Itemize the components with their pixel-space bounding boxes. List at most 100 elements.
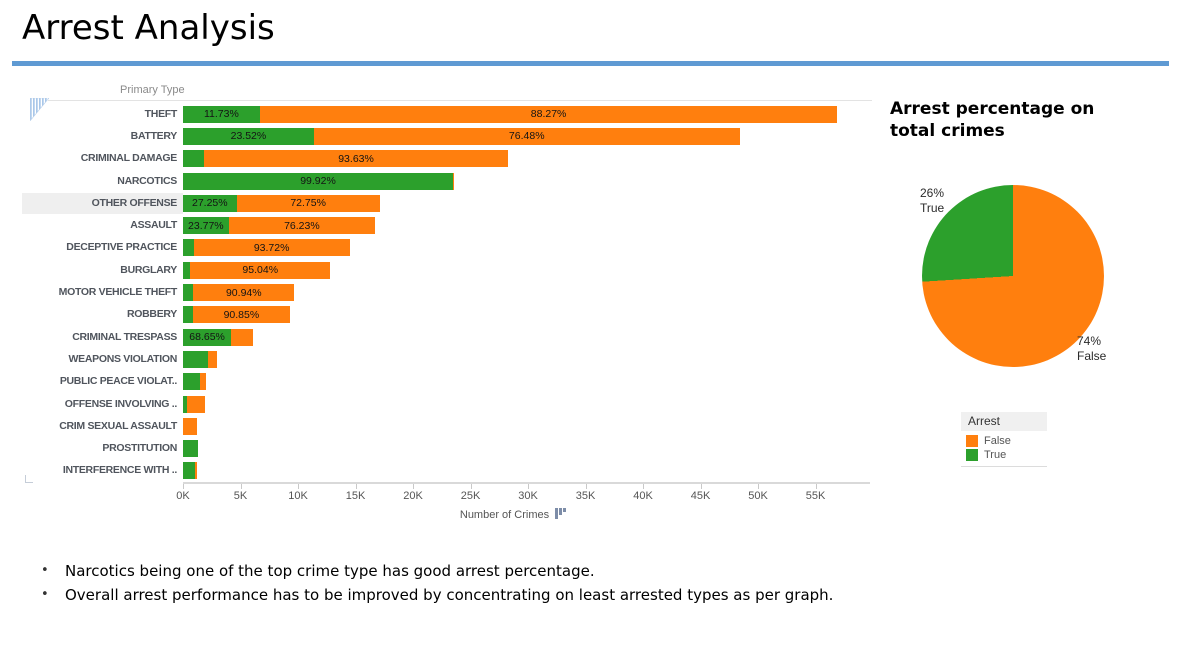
segment-arrest-true[interactable] — [183, 462, 195, 480]
chart-top-border — [48, 100, 872, 101]
category-label[interactable]: PROSTITUTION — [102, 442, 177, 455]
bar-rows: THEFT 11.73% 88.27% BATTERY 23.52% 76.48% CRIM… — [22, 103, 878, 482]
bar-row: PUBLIC PEACE VIOLAT.. — [22, 371, 878, 393]
pie-false-name: False — [1077, 349, 1107, 363]
stacked-bar[interactable]: 90.94% — [183, 284, 295, 302]
category-label[interactable]: NARCOTICS — [117, 174, 177, 187]
category-label[interactable]: ROBBERY — [126, 308, 177, 321]
bar-row: OTHER OFFENSE 27.25% 72.75% — [22, 192, 878, 214]
segment-arrest-false[interactable]: 93.63% — [203, 150, 509, 168]
bar-row: ROBBERY 90.85% — [22, 304, 878, 326]
bar-row: BURGLARY 95.04% — [22, 259, 878, 281]
segment-arrest-false[interactable] — [207, 350, 218, 368]
stacked-bar[interactable]: 93.72% — [183, 239, 350, 257]
segment-arrest-false[interactable] — [183, 417, 197, 435]
segment-arrest-true[interactable]: 23.52% — [183, 127, 314, 145]
stacked-bar[interactable]: 90.85% — [183, 306, 290, 324]
segment-arrest-true[interactable]: 68.65% — [183, 328, 232, 346]
category-label[interactable]: CRIM SEXUAL ASSAULT — [59, 419, 177, 432]
note-bullet: Narcotics being one of the top crime typ… — [38, 562, 833, 580]
category-label[interactable]: PUBLIC PEACE VIOLAT.. — [59, 375, 177, 388]
stacked-bar[interactable] — [183, 395, 205, 413]
category-label[interactable]: THEFT — [144, 107, 178, 120]
stacked-bar[interactable]: 68.65% — [183, 328, 254, 346]
stacked-bar[interactable]: 23.52% 76.48% — [183, 127, 740, 145]
category-label[interactable]: WEAPONS VIOLATION — [68, 352, 178, 365]
segment-arrest-true[interactable] — [183, 239, 194, 257]
stacked-bar[interactable] — [183, 350, 218, 368]
segment-arrest-true[interactable]: 11.73% — [183, 105, 260, 123]
category-label[interactable]: BATTERY — [130, 129, 178, 142]
segment-arrest-true[interactable] — [183, 150, 204, 168]
category-label[interactable]: CRIMINAL TRESPASS — [72, 330, 177, 343]
category-label[interactable]: CRIMINAL DAMAGE — [80, 152, 178, 165]
x-axis-line — [183, 482, 870, 484]
axis-tick-label: 45K — [690, 490, 711, 502]
bar-row: CRIMINAL DAMAGE 93.63% — [22, 148, 878, 170]
axis-tick — [643, 484, 644, 489]
bar-row: CRIMINAL TRESPASS 68.65% — [22, 326, 878, 348]
segment-arrest-true[interactable] — [183, 284, 194, 302]
category-label[interactable]: INTERFERENCE WITH .. — [62, 464, 177, 477]
segment-arrest-false[interactable] — [231, 328, 254, 346]
axis-tick-label: 0K — [176, 490, 190, 502]
segment-arrest-false[interactable] — [186, 395, 205, 413]
segment-arrest-false[interactable]: 76.23% — [228, 217, 376, 235]
segment-arrest-false[interactable]: 90.94% — [193, 284, 295, 302]
segment-arrest-false[interactable]: 88.27% — [259, 105, 838, 123]
bar-row: MOTOR VEHICLE THEFT 90.94% — [22, 281, 878, 303]
category-label[interactable]: DECEPTIVE PRACTICE — [66, 241, 177, 254]
category-label[interactable]: BURGLARY — [120, 263, 177, 276]
drag-handle-icon[interactable] — [29, 97, 50, 122]
segment-arrest-true[interactable] — [183, 373, 200, 391]
stacked-bar[interactable]: 11.73% 88.27% — [183, 105, 838, 123]
stacked-bar[interactable]: 95.04% — [183, 261, 331, 279]
axis-tick — [585, 484, 587, 489]
sort-descending-icon[interactable] — [555, 508, 567, 522]
category-label[interactable]: MOTOR VEHICLE THEFT — [58, 286, 178, 299]
stacked-bar[interactable]: 99.92% — [183, 172, 454, 190]
column-header: Primary Type — [120, 84, 185, 96]
segment-arrest-true[interactable]: 23.77% — [183, 217, 229, 235]
axis-tick — [183, 484, 184, 489]
stacked-bar[interactable]: 93.63% — [183, 150, 509, 168]
axis-tick — [528, 484, 529, 489]
stacked-bar[interactable] — [183, 373, 206, 391]
pie-chart[interactable] — [922, 185, 1104, 367]
segment-arrest-true[interactable]: 27.25% — [183, 194, 237, 212]
stacked-bar[interactable] — [183, 440, 198, 458]
segment-arrest-true[interactable] — [183, 306, 193, 324]
segment-arrest-true[interactable] — [183, 350, 208, 368]
segment-arrest-true[interactable] — [183, 395, 187, 413]
segment-arrest-false[interactable]: 93.72% — [193, 239, 350, 257]
stacked-bar[interactable]: 23.77% 76.23% — [183, 217, 376, 235]
stacked-bar[interactable] — [183, 417, 197, 435]
segment-arrest-true[interactable]: 99.92% — [183, 172, 453, 190]
bar-row: INTERFERENCE WITH .. — [22, 460, 878, 482]
pie-annotation-false: 74% False — [1077, 334, 1106, 364]
category-label[interactable]: OFFENSE INVOLVING .. — [64, 397, 178, 410]
segment-arrest-false[interactable] — [194, 462, 197, 480]
segment-arrest-true[interactable] — [183, 440, 198, 458]
pie-true-name: True — [920, 201, 945, 215]
segment-arrest-false[interactable]: 76.48% — [313, 127, 740, 145]
pie-annotation-true: 26% True — [920, 186, 944, 216]
legend-item-label: True — [984, 449, 1007, 461]
axis-tick — [470, 484, 472, 489]
bar-chart: Primary Type THEFT 11.73% 88.27% BATTERY 23.… — [22, 84, 878, 534]
stacked-bar[interactable] — [183, 462, 197, 480]
segment-arrest-false[interactable]: 72.75% — [236, 194, 380, 212]
stacked-bar[interactable]: 27.25% 72.75% — [183, 194, 380, 212]
legend-item-false[interactable]: False — [961, 434, 1047, 448]
false-color-swatch — [966, 435, 978, 447]
legend-item-true[interactable]: True — [961, 448, 1047, 462]
segment-arrest-false[interactable]: 90.85% — [192, 306, 290, 324]
category-label[interactable]: ASSAULT — [130, 219, 177, 232]
segment-arrest-false[interactable] — [199, 373, 206, 391]
axis-tick — [298, 484, 299, 489]
x-axis-title-row: Number of Crimes — [183, 508, 843, 522]
segment-arrest-true[interactable] — [183, 261, 191, 279]
segment-arrest-false[interactable]: 95.04% — [190, 261, 331, 279]
category-label[interactable]: OTHER OFFENSE — [22, 192, 183, 214]
